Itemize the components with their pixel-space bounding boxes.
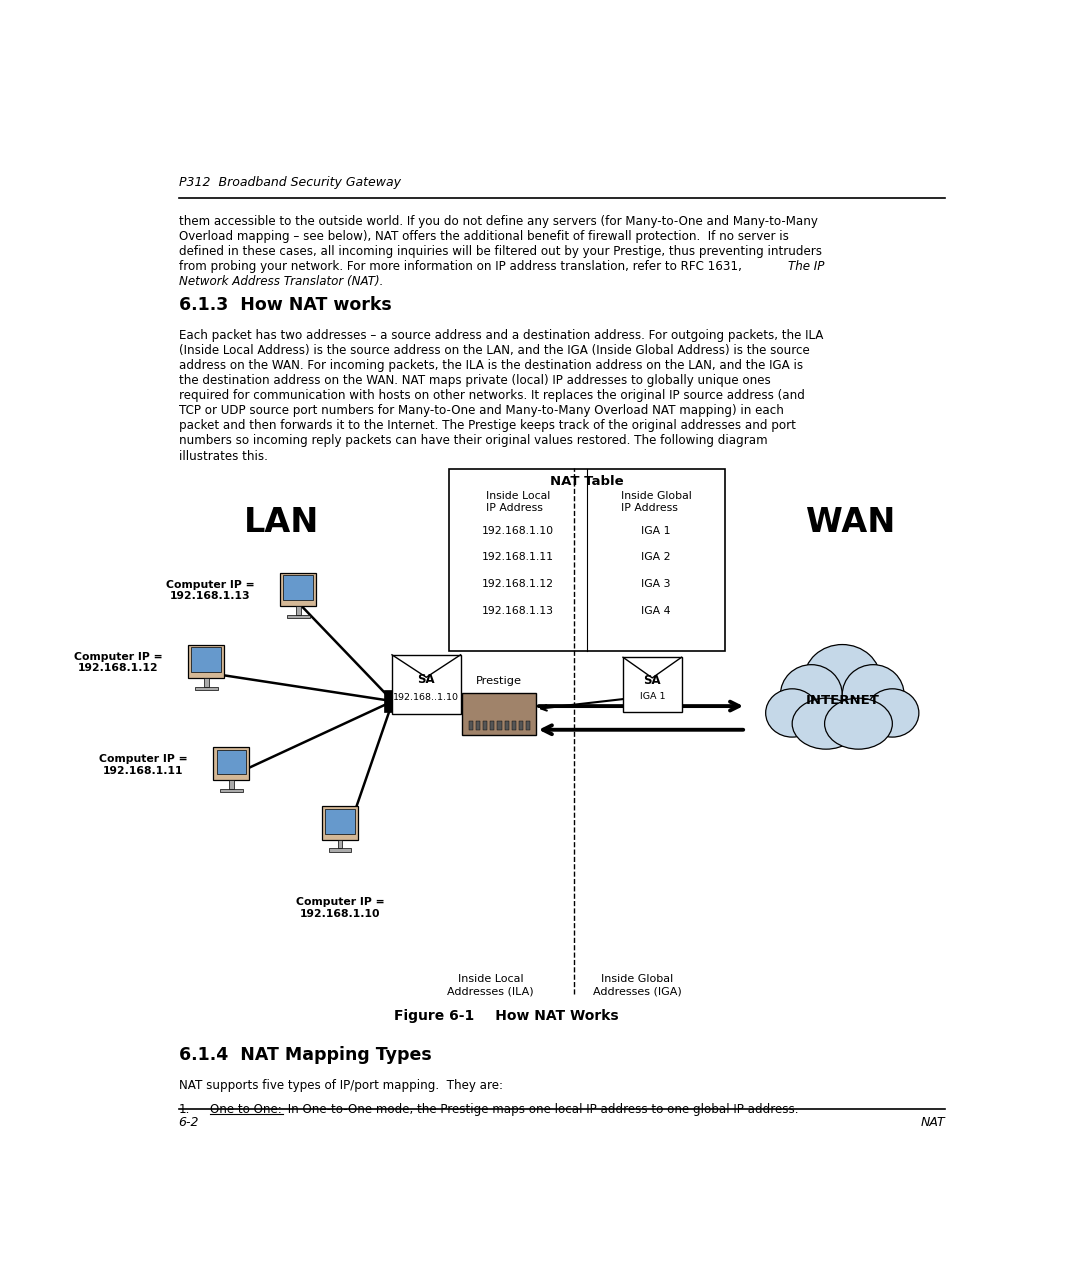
Text: IGA 1: IGA 1: [639, 692, 665, 701]
Text: defined in these cases, all incoming inquiries will be filtered out by your Pres: defined in these cases, all incoming inq…: [178, 245, 822, 257]
Text: 192.168.1.10: 192.168.1.10: [482, 525, 554, 535]
Text: P312  Broadband Security Gateway: P312 Broadband Security Gateway: [178, 177, 401, 190]
Bar: [328, 848, 351, 852]
Text: Inside Global
IP Address: Inside Global IP Address: [621, 491, 691, 512]
Text: IGA 1: IGA 1: [642, 525, 671, 535]
Text: How NAT Works: How NAT Works: [465, 1009, 618, 1024]
Text: them accessible to the outside world. If you do not define any servers (for Many: them accessible to the outside world. If…: [178, 215, 818, 228]
Ellipse shape: [866, 689, 919, 737]
Text: Inside Local
IP Address: Inside Local IP Address: [486, 491, 550, 512]
Bar: [392, 655, 460, 714]
Text: 6-2: 6-2: [178, 1117, 199, 1130]
Text: SA: SA: [418, 673, 435, 687]
Text: Each packet has two addresses – a source address and a destination address. For : Each packet has two addresses – a source…: [178, 329, 823, 342]
Text: 192.168.1.11: 192.168.1.11: [482, 552, 554, 562]
Text: INTERNET: INTERNET: [806, 694, 879, 707]
Ellipse shape: [804, 644, 880, 715]
Bar: [325, 808, 355, 834]
Bar: [287, 615, 310, 617]
Bar: [490, 721, 495, 730]
Text: In One-to-One mode, the Prestige maps one local IP address to one global IP addr: In One-to-One mode, the Prestige maps on…: [284, 1103, 798, 1116]
Bar: [191, 647, 221, 671]
Ellipse shape: [781, 665, 842, 725]
Bar: [483, 721, 487, 730]
Text: NAT Table: NAT Table: [550, 475, 624, 488]
Bar: [449, 469, 725, 651]
Bar: [469, 721, 473, 730]
Bar: [194, 687, 217, 690]
Text: 192.168.1.13: 192.168.1.13: [482, 606, 554, 616]
Text: Inside Global
Addresses (IGA): Inside Global Addresses (IGA): [593, 975, 681, 997]
Bar: [213, 747, 249, 780]
Text: IGA 4: IGA 4: [642, 606, 671, 616]
Text: numbers so incoming reply packets can have their original values restored. The f: numbers so incoming reply packets can ha…: [178, 434, 767, 447]
Bar: [220, 789, 243, 793]
Bar: [504, 721, 509, 730]
Text: (Inside Local Address) is the source address on the LAN, and the IGA (Inside Glo: (Inside Local Address) is the source add…: [178, 343, 809, 357]
Text: Prestige: Prestige: [476, 676, 522, 687]
Text: One to One:: One to One:: [211, 1103, 282, 1116]
Bar: [188, 644, 225, 678]
Text: Inside Local
Addresses (ILA): Inside Local Addresses (ILA): [447, 975, 534, 997]
Text: Computer IP =
192.168.1.12: Computer IP = 192.168.1.12: [75, 652, 163, 674]
Text: Computer IP =
192.168.1.10: Computer IP = 192.168.1.10: [296, 898, 384, 918]
Bar: [623, 657, 681, 711]
Ellipse shape: [792, 698, 860, 749]
Text: 192.168.1.12: 192.168.1.12: [482, 579, 554, 589]
Bar: [283, 575, 313, 600]
Bar: [526, 721, 530, 730]
Bar: [216, 749, 246, 775]
Text: the destination address on the WAN. NAT maps private (local) IP addresses to glo: the destination address on the WAN. NAT …: [178, 374, 770, 387]
Text: from probing your network. For more information on IP address translation, refer: from probing your network. For more info…: [178, 260, 745, 273]
Bar: [338, 839, 342, 848]
Bar: [280, 573, 316, 606]
Bar: [462, 693, 536, 735]
Ellipse shape: [842, 665, 904, 725]
Bar: [518, 721, 523, 730]
Text: Overload mapping – see below), NAT offers the additional benefit of firewall pro: Overload mapping – see below), NAT offer…: [178, 231, 788, 243]
Text: TCP or UDP source port numbers for Many-to-One and Many-to-Many Overload NAT map: TCP or UDP source port numbers for Many-…: [178, 405, 783, 418]
Text: 1.: 1.: [178, 1103, 190, 1116]
Text: illustrates this.: illustrates this.: [178, 450, 268, 462]
Text: Figure 6-1: Figure 6-1: [394, 1009, 475, 1024]
Bar: [512, 721, 516, 730]
Bar: [498, 721, 501, 730]
Text: Network Address Translator (NAT).: Network Address Translator (NAT).: [178, 275, 383, 288]
Text: 6.1.3  How NAT works: 6.1.3 How NAT works: [178, 296, 391, 314]
Text: SA: SA: [644, 674, 661, 687]
Text: NAT supports five types of IP/port mapping.  They are:: NAT supports five types of IP/port mappi…: [178, 1079, 502, 1091]
Text: Computer IP =
192.168.1.11: Computer IP = 192.168.1.11: [99, 755, 188, 776]
Ellipse shape: [766, 689, 819, 737]
Text: 6.1.4  NAT Mapping Types: 6.1.4 NAT Mapping Types: [178, 1047, 431, 1065]
Bar: [476, 721, 481, 730]
Bar: [229, 780, 233, 789]
Text: LAN: LAN: [244, 506, 320, 539]
Text: required for communication with hosts on other networks. It replaces the origina: required for communication with hosts on…: [178, 389, 805, 402]
Text: address on the WAN. For incoming packets, the ILA is the destination address on : address on the WAN. For incoming packets…: [178, 359, 802, 371]
Text: The IP: The IP: [788, 260, 824, 273]
Text: Computer IP =
192.168.1.13: Computer IP = 192.168.1.13: [166, 580, 255, 602]
Bar: [322, 807, 359, 839]
Bar: [296, 606, 300, 615]
Text: NAT: NAT: [920, 1117, 945, 1130]
Ellipse shape: [825, 698, 892, 749]
Text: WAN: WAN: [806, 506, 895, 539]
Text: IGA 2: IGA 2: [642, 552, 671, 562]
Text: packet and then forwards it to the Internet. The Prestige keeps track of the ori: packet and then forwards it to the Inter…: [178, 419, 795, 433]
Text: IGA 3: IGA 3: [642, 579, 671, 589]
Bar: [204, 678, 208, 687]
Text: 192.168..1.10: 192.168..1.10: [393, 693, 459, 702]
Bar: [383, 690, 402, 712]
